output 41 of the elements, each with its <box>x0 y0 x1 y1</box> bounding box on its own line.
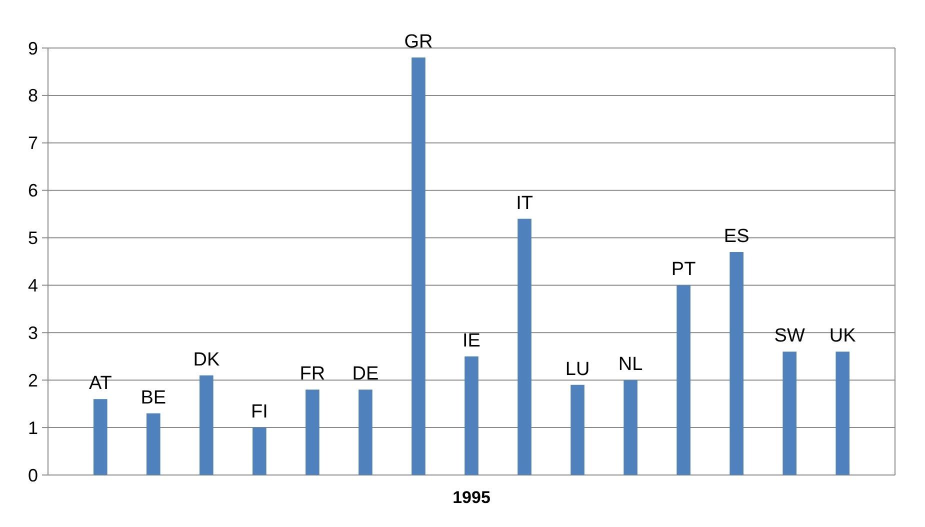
bar <box>730 252 744 475</box>
series-label: LU <box>565 358 590 380</box>
bar <box>252 428 266 475</box>
bar <box>518 218 532 475</box>
bar <box>94 399 108 475</box>
bar <box>358 390 372 475</box>
series-label: SW <box>774 326 805 347</box>
bar <box>836 352 850 475</box>
y-tick-label: 8 <box>28 86 38 106</box>
y-tick-label: 3 <box>28 322 38 343</box>
y-tick-label: 0 <box>28 465 38 486</box>
series-label: IE <box>462 330 480 352</box>
y-tick-label: 6 <box>28 180 38 201</box>
bar <box>306 390 320 475</box>
bar <box>570 384 584 475</box>
bar <box>412 57 426 475</box>
series-label: PT <box>671 259 696 280</box>
y-tick-label: 1 <box>28 418 38 438</box>
y-tick-label: 2 <box>28 370 38 390</box>
series-label: ES <box>724 226 750 248</box>
series-label: NL <box>618 354 643 376</box>
bar <box>464 356 478 475</box>
y-tick-label: 7 <box>28 133 38 154</box>
series-label: FI <box>250 402 268 423</box>
series-label: DE <box>352 364 379 385</box>
series-label: UK <box>829 326 856 347</box>
series-label: GR <box>404 31 433 52</box>
bar <box>146 413 160 475</box>
y-tick-label: 9 <box>28 38 38 58</box>
series-label: DK <box>193 349 220 370</box>
series-label: FR <box>300 364 326 385</box>
x-tick-label: 1995 <box>452 488 490 507</box>
bar <box>782 352 796 475</box>
y-tick-label: 5 <box>28 228 38 248</box>
bar <box>624 380 638 475</box>
series-label: IT <box>516 192 534 214</box>
series-label: BE <box>140 387 166 408</box>
bar <box>200 375 214 475</box>
series-label: AT <box>88 373 112 394</box>
y-tick-label: 4 <box>28 276 38 296</box>
bar <box>676 285 690 475</box>
